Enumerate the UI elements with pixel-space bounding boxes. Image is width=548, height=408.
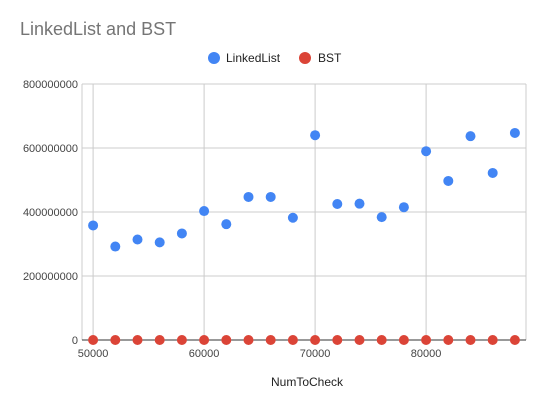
point-bst[interactable] (88, 335, 99, 345)
point-linkedlist[interactable] (88, 220, 99, 231)
legend: LinkedList BST (208, 51, 342, 65)
legend-label-linkedlist: LinkedList (226, 51, 281, 65)
point-bst[interactable] (132, 335, 143, 345)
point-bst[interactable] (199, 335, 210, 345)
point-linkedlist[interactable] (443, 175, 454, 186)
point-bst[interactable] (287, 335, 298, 345)
point-bst[interactable] (421, 335, 432, 345)
point-bst[interactable] (176, 335, 187, 345)
x-tick-label: 70000 (300, 348, 331, 360)
point-linkedlist[interactable] (509, 127, 520, 138)
point-linkedlist[interactable] (398, 202, 409, 213)
gridlines (81, 83, 527, 340)
point-linkedlist[interactable] (199, 206, 210, 217)
x-tick-label: 60000 (189, 348, 220, 360)
x-axis-label: NumToCheck (271, 375, 344, 389)
point-linkedlist[interactable] (376, 212, 387, 223)
legend-label-bst: BST (318, 51, 342, 65)
x-tick-label: 80000 (411, 348, 442, 360)
y-tick-label: 200000000 (23, 271, 78, 283)
point-linkedlist[interactable] (332, 199, 343, 209)
point-linkedlist[interactable] (243, 191, 254, 202)
point-bst[interactable] (154, 335, 165, 345)
point-linkedlist[interactable] (287, 212, 298, 223)
point-bst[interactable] (443, 335, 454, 345)
point-bst[interactable] (221, 335, 232, 345)
point-linkedlist[interactable] (487, 167, 498, 178)
point-bst[interactable] (376, 335, 387, 345)
point-bst[interactable] (465, 335, 476, 345)
point-linkedlist[interactable] (176, 228, 187, 239)
point-linkedlist[interactable] (310, 130, 321, 141)
legend-marker-linkedlist (208, 52, 220, 64)
chart-title: LinkedList and BST (20, 19, 176, 39)
y-tick-label: 800000000 (23, 79, 78, 91)
point-bst[interactable] (487, 335, 498, 345)
data-points (88, 127, 520, 345)
point-bst[interactable] (310, 335, 321, 345)
x-tick-label: 50000 (78, 348, 109, 360)
point-linkedlist[interactable] (421, 146, 432, 157)
point-linkedlist[interactable] (465, 131, 476, 142)
point-linkedlist[interactable] (132, 234, 143, 245)
point-bst[interactable] (110, 335, 121, 345)
point-bst[interactable] (509, 335, 520, 345)
point-bst[interactable] (243, 335, 254, 345)
legend-marker-bst (299, 52, 311, 64)
point-linkedlist[interactable] (221, 219, 232, 230)
y-tick-label: 400000000 (23, 207, 78, 219)
tick-labels: 0 200000000 400000000 600000000 800000000 500… (23, 79, 441, 360)
point-linkedlist[interactable] (154, 237, 165, 248)
point-bst[interactable] (354, 335, 365, 345)
point-bst[interactable] (398, 335, 409, 345)
point-linkedlist[interactable] (265, 191, 276, 202)
point-linkedlist[interactable] (110, 241, 121, 252)
point-bst[interactable] (265, 335, 276, 345)
y-tick-label: 0 (72, 335, 78, 347)
y-tick-label: 600000000 (23, 143, 78, 155)
point-bst[interactable] (332, 335, 343, 345)
point-linkedlist[interactable] (354, 198, 365, 209)
